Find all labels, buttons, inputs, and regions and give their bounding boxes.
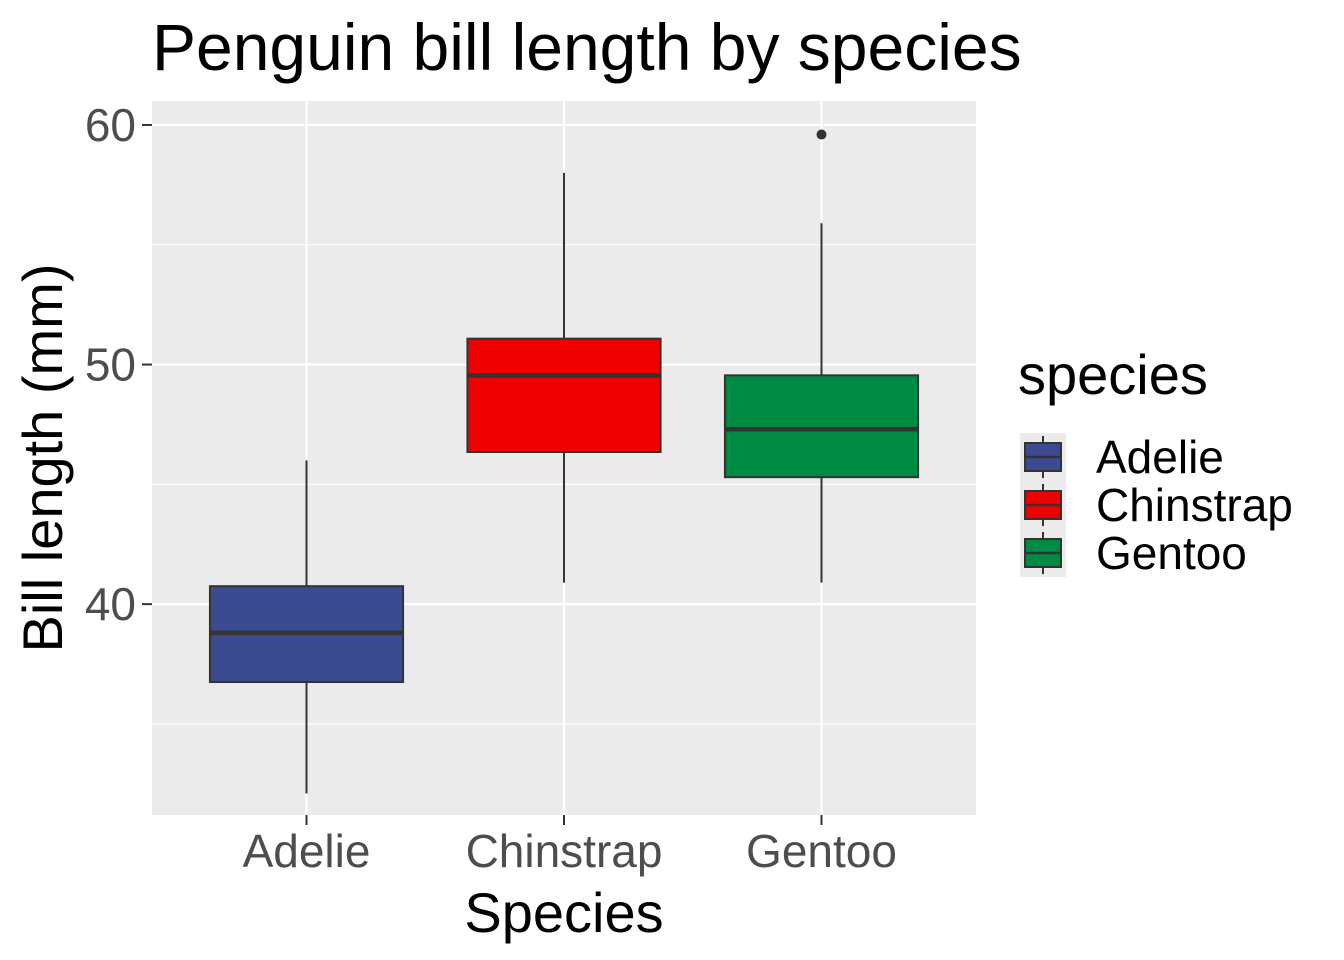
x-tick-label-adelie: Adelie: [243, 825, 371, 877]
legend-item-chinstrap: Chinstrap: [1024, 479, 1293, 531]
legend-title: species: [1018, 343, 1208, 406]
legend-item-adelie: Adelie: [1024, 431, 1224, 483]
y-axis-title: Bill length (mm): [11, 264, 74, 653]
iqr-box-chinstrap: [466, 337, 662, 454]
box-plots: [208, 129, 920, 794]
x-tick-label-gentoo: Gentoo: [746, 825, 897, 877]
y-tick-label-50: 50: [85, 339, 136, 391]
y-tick-label-60: 60: [85, 99, 136, 151]
iqr-box-gentoo: [723, 374, 920, 479]
legend-label-chinstrap: Chinstrap: [1096, 479, 1293, 531]
x-tick-label-chinstrap: Chinstrap: [466, 825, 663, 877]
x-axis-ticks: Adelie Chinstrap Gentoo: [243, 815, 897, 877]
legend-label-adelie: Adelie: [1096, 431, 1224, 483]
legend-label-gentoo: Gentoo: [1096, 527, 1247, 579]
outlier-point-gentoo-0: [816, 129, 827, 140]
x-axis-title: Species: [464, 881, 663, 944]
box-gentoo: [723, 129, 920, 583]
legend-item-gentoo: Gentoo: [1024, 527, 1247, 579]
chart-title: Penguin bill length by species: [152, 10, 1022, 84]
box-chinstrap: [466, 172, 662, 583]
y-tick-label-40: 40: [85, 578, 136, 630]
y-axis-ticks: 40 50 60: [85, 99, 152, 630]
box-adelie: [208, 460, 405, 794]
